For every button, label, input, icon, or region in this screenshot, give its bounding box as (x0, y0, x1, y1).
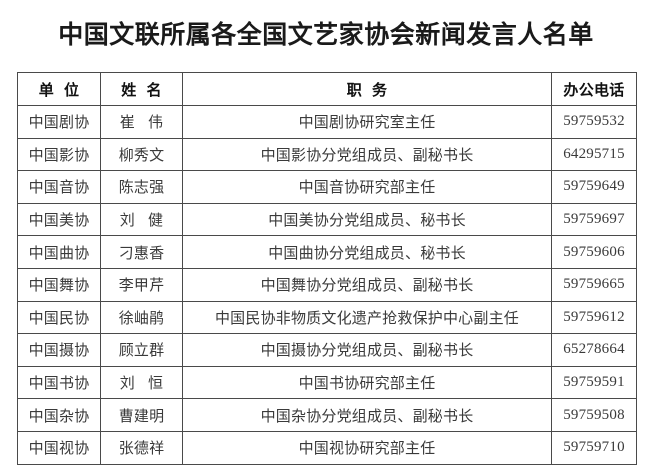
cell-phone: 64295715 (551, 137, 637, 172)
cell-unit: 中国曲协 (17, 235, 101, 269)
column-header-duty-char1: 职 (346, 81, 362, 99)
cell-name: 刁惠香 (100, 235, 183, 269)
cell-unit: 中国书协 (17, 365, 101, 400)
cell-name-char1: 刘 (119, 376, 135, 393)
cell-phone: 59759606 (551, 235, 637, 269)
cell-unit: 中国视协 (17, 430, 101, 465)
column-header-unit-char2: 位 (64, 81, 80, 99)
table-row: 中国舞协 李甲芹 中国舞协分党组成员、副秘书长 59759665 (17, 267, 637, 302)
cell-unit: 中国音协 (17, 170, 101, 204)
table-body: 中国剧协崔伟中国剧协研究室主任 59759532 中国影协 柳秀文 中国影协分党组成员、… (17, 105, 637, 465)
cell-duty: 中国影协分党组成员、副秘书长 (182, 137, 552, 172)
column-header-phone: 办公电话 (551, 72, 637, 106)
table-row: 中国书协刘恒中国书协研究部主任 59759591 (17, 365, 637, 400)
cell-name: 曹建明 (100, 398, 183, 432)
cell-name-char2: 健 (148, 213, 164, 230)
cell-phone: 59759649 (551, 170, 637, 204)
table-row: 中国音协 陈志强 中国音协研究部主任 59759649 (17, 170, 637, 204)
table-row: 中国剧协崔伟中国剧协研究室主任 59759532 (17, 105, 637, 139)
cell-unit: 中国舞协 (17, 267, 101, 302)
page-title: 中国文联所属各全国文艺家协会新闻发言人名单 (58, 21, 594, 49)
column-header-name: 姓名 (100, 72, 183, 106)
cell-unit: 中国美协 (17, 202, 101, 237)
cell-name-char1: 崔 (119, 115, 135, 132)
table-row: 中国视协 张德祥 中国视协研究部主任 59759710 (17, 430, 637, 465)
cell-duty: 中国杂协分党组成员、副秘书长 (182, 398, 552, 432)
table-row: 中国美协刘健中国美协分党组成员、秘书长 59759697 (17, 202, 637, 237)
cell-duty: 中国美协分党组成员、秘书长 (182, 202, 552, 237)
cell-name: 刘健 (100, 202, 183, 237)
column-header-name-char1: 姓 (121, 81, 137, 99)
cell-name: 刘恒 (100, 365, 183, 400)
cell-unit: 中国摄协 (17, 333, 101, 367)
cell-unit: 中国影协 (17, 137, 101, 172)
cell-phone: 59759591 (551, 365, 637, 400)
cell-duty: 中国剧协研究室主任 (182, 105, 552, 139)
cell-unit: 中国杂协 (17, 398, 101, 432)
table-row: 中国曲协 刁惠香 中国曲协分党组成员、秘书长 59759606 (17, 235, 637, 269)
column-header-name-char2: 名 (146, 81, 162, 99)
table-header-row: 单位 姓名 职务 办公电话 (17, 72, 637, 106)
cell-name: 顾立群 (100, 333, 183, 367)
table-row: 中国摄协 顾立群 中国摄协分党组成员、副秘书长 65278664 (17, 333, 637, 367)
cell-duty: 中国民协非物质文化遗产抢救保护中心副主任 (182, 300, 552, 335)
cell-duty: 中国摄协分党组成员、副秘书长 (182, 333, 552, 367)
table-header: 单位 姓名 职务 办公电话 (17, 72, 637, 106)
cell-duty: 中国书协研究部主任 (182, 365, 552, 400)
cell-name: 李甲芹 (100, 267, 183, 302)
spokesperson-roster-table: 单位 姓名 职务 办公电话 中国剧协崔伟中国剧协研究室主任 59759532 中国影… (17, 72, 637, 465)
column-header-unit: 单位 (17, 72, 101, 106)
cell-phone: 65278664 (551, 333, 637, 367)
cell-name: 崔伟 (100, 105, 183, 139)
cell-name-char1: 刘 (119, 213, 135, 230)
cell-name-char2: 恒 (148, 376, 164, 393)
cell-duty: 中国舞协分党组成员、副秘书长 (182, 267, 552, 302)
cell-phone: 59759697 (551, 202, 637, 237)
cell-phone: 59759532 (551, 105, 637, 139)
column-header-unit-char1: 单 (38, 81, 54, 99)
cell-duty: 中国视协研究部主任 (182, 430, 552, 465)
column-header-duty-char2: 务 (372, 81, 388, 99)
table-row: 中国民协 徐岫鹃 中国民协非物质文化遗产抢救保护中心副主任 59759612 (17, 300, 637, 335)
cell-duty: 中国音协研究部主任 (182, 170, 552, 204)
cell-name: 徐岫鹃 (100, 300, 183, 335)
cell-unit: 中国民协 (17, 300, 101, 335)
cell-phone: 59759612 (551, 300, 637, 335)
cell-phone: 59759710 (551, 430, 637, 465)
cell-unit: 中国剧协 (17, 105, 101, 139)
cell-name: 陈志强 (100, 170, 183, 204)
cell-name-char2: 伟 (148, 115, 164, 132)
cell-duty: 中国曲协分党组成员、秘书长 (182, 235, 552, 269)
roster-table-container: 单位 姓名 职务 办公电话 中国剧协崔伟中国剧协研究室主任 59759532 中国影… (17, 72, 637, 465)
cell-phone: 59759508 (551, 398, 637, 432)
cell-phone: 59759665 (551, 267, 637, 302)
table-row: 中国杂协 曹建明 中国杂协分党组成员、副秘书长 59759508 (17, 398, 637, 432)
cell-name: 张德祥 (100, 430, 183, 465)
cell-name: 柳秀文 (100, 137, 183, 172)
table-row: 中国影协 柳秀文 中国影协分党组成员、副秘书长 64295715 (17, 137, 637, 172)
column-header-duty: 职务 (182, 72, 552, 106)
